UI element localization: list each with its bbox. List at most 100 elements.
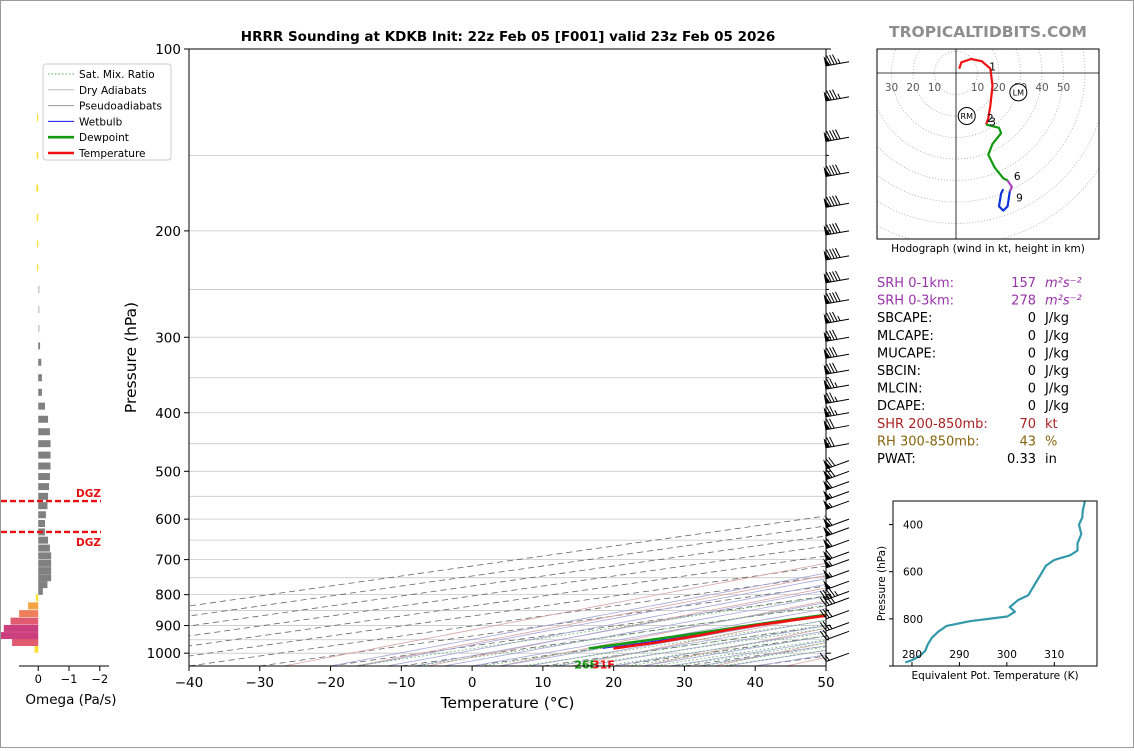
omega-bar <box>34 645 39 653</box>
wind-barb-flag <box>823 526 832 536</box>
wind-barb-flag <box>823 518 832 528</box>
wind-barb-full <box>826 165 832 176</box>
wind-barb-flag <box>823 393 831 404</box>
wind-barb-full <box>819 590 827 600</box>
wind-barb <box>823 329 850 342</box>
wind-barb-full <box>826 312 832 323</box>
wind-barb-flag <box>823 294 831 304</box>
skew-t-frame <box>188 48 827 667</box>
isotherm-line <box>189 555 826 647</box>
theta-e-y-tick-label: 400 <box>903 520 923 532</box>
wind-barb-flag <box>823 56 831 66</box>
omega-bar <box>38 574 52 582</box>
wind-barb-full <box>825 468 833 478</box>
hodograph-caption: Hodograph (wind in kt, height in km) <box>891 243 1085 255</box>
wind-barb-flag <box>823 407 831 417</box>
x-tick-label: −40 <box>175 675 204 691</box>
wind-barb-flag <box>823 470 832 480</box>
stat-label: SRH 0-3km: <box>877 294 954 309</box>
wind-barb-flag <box>823 197 831 208</box>
wind-barb-full <box>829 436 835 447</box>
dgz-label: DGZ <box>76 537 101 549</box>
wind-barb-staff <box>826 470 850 480</box>
isotherm-line <box>189 545 826 637</box>
surface-dewpoint-label: 26F <box>574 658 597 671</box>
theta-e-panel: 400 600 800 280 290 300 310 Equivalent Pot. Tem… <box>876 500 1098 682</box>
omega-bar <box>12 638 39 646</box>
legend-entry: Temperature <box>78 148 146 160</box>
temperature-profile-line <box>613 614 826 650</box>
wind-barb <box>823 392 850 404</box>
mixing-ratio-line <box>415 604 826 666</box>
stat-value: 0 <box>1028 311 1036 326</box>
omega-bar <box>38 511 46 519</box>
hodograph-ring-label: 40 <box>1035 82 1048 94</box>
wind-barb-full <box>828 594 836 604</box>
wind-barb <box>823 270 850 284</box>
wind-barb-full <box>826 437 832 448</box>
stat-value: 43 <box>1019 434 1036 449</box>
wind-barb-staff <box>826 460 850 470</box>
stat-value: 0.33 <box>1007 452 1036 467</box>
wind-barb-half <box>837 315 841 321</box>
omega-bar <box>38 374 42 382</box>
omega-bar <box>38 358 42 366</box>
wind-barb-full <box>826 347 832 358</box>
wind-barb <box>823 164 850 177</box>
wind-barb <box>823 537 850 549</box>
omega-x-tick-label: −2 <box>91 672 108 686</box>
stat-label: SBCIN: <box>877 364 921 379</box>
x-tick-label: 20 <box>605 675 622 691</box>
wind-barb-full <box>832 329 838 340</box>
theta-e-x-axis-label: Equivalent Pot. Temperature (K) <box>911 670 1078 682</box>
hodograph-segment <box>958 57 994 125</box>
wind-barb-staff <box>826 630 850 640</box>
stat-value: 0 <box>1028 399 1036 414</box>
wind-barb-half <box>837 93 841 99</box>
wind-barb-full <box>826 196 832 207</box>
wind-barb <box>823 311 850 324</box>
theta-e-frame <box>892 500 1098 667</box>
wind-barb-full <box>826 406 832 417</box>
wind-barb <box>823 569 850 580</box>
wind-barb <box>823 54 850 67</box>
wind-barb-flag <box>823 580 832 590</box>
wind-barb-half <box>828 493 833 498</box>
omega-bar <box>38 324 40 332</box>
hodograph-panel: 3020101020304050RMLM12369 Hodograph (wind… <box>876 48 1100 255</box>
wind-barb-flag <box>823 364 831 375</box>
stat-value: 0 <box>1028 329 1036 344</box>
y-axis-label: Pressure (hPa) <box>122 302 140 413</box>
wind-barb-flag <box>823 250 831 261</box>
wind-barb-flag <box>823 348 831 359</box>
omega-bar <box>38 342 41 350</box>
wind-barb-half <box>828 624 833 630</box>
wind-barb-full <box>826 249 832 260</box>
pseudo-adiabat-line <box>500 608 826 666</box>
wind-barb-staff <box>826 622 850 632</box>
omega-bar <box>38 536 49 544</box>
theta-e-x-tick-label: 310 <box>1044 649 1064 661</box>
wind-barb-flag <box>823 569 832 579</box>
omega-bar <box>38 285 40 293</box>
hodograph-plot-area: 3020101020304050RMLM12369 <box>877 49 1099 239</box>
omega-bar <box>38 462 51 470</box>
dry-adiabat-line <box>283 562 826 666</box>
hodograph-height-label: 2 <box>987 113 994 125</box>
omega-bar <box>38 415 49 423</box>
omega-bar <box>38 483 49 491</box>
wind-barb-full <box>826 55 832 66</box>
wind-barb <box>819 652 850 662</box>
wind-barb-full <box>826 363 832 374</box>
stat-value: 0 <box>1028 382 1036 397</box>
wind-barb-full <box>819 610 827 620</box>
wind-barb-full <box>832 164 838 175</box>
wind-barb-full <box>826 419 832 429</box>
omega-bar <box>36 184 39 192</box>
isotherm-line <box>189 515 826 607</box>
pseudo-adiabat-line <box>387 583 826 666</box>
wind-barb-full <box>829 347 835 358</box>
stat-unit: J/kg <box>1044 399 1069 414</box>
hodograph-segment <box>985 123 1009 182</box>
